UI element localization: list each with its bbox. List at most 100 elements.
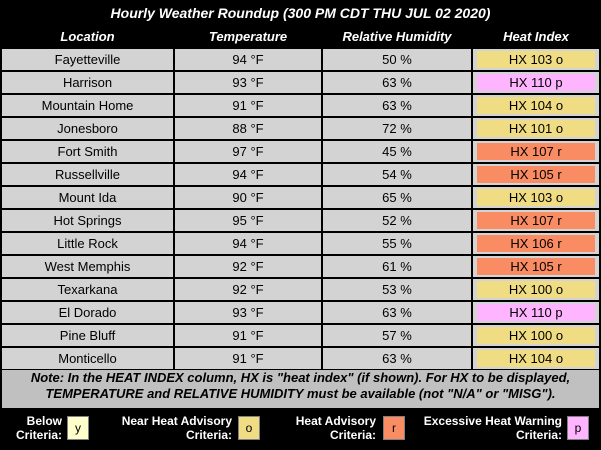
table-row: Pine Bluff 91 °F 57 % HX 100 o [0, 325, 601, 346]
temperature-cell: 88 °F [175, 118, 321, 139]
temperature-cell: 93 °F [175, 72, 321, 93]
temperature-cell: 94 °F [175, 164, 321, 185]
heat-index-value: HX 103 o [477, 189, 595, 206]
location-cell: Texarkana [2, 279, 173, 300]
temperature-cell: 90 °F [175, 187, 321, 208]
header-heat-index: Heat Index [503, 29, 569, 44]
heat-index-cell: HX 101 o [473, 118, 599, 139]
humidity-cell: 65 % [323, 187, 471, 208]
table-row: Hot Springs 95 °F 52 % HX 107 r [0, 210, 601, 231]
location-cell: Jonesboro [2, 118, 173, 139]
table-row: Fayetteville 94 °F 50 % HX 103 o [0, 49, 601, 70]
location-cell: Harrison [2, 72, 173, 93]
table-row: Russellville 94 °F 54 % HX 105 r [0, 164, 601, 185]
heat-index-value: HX 105 r [477, 258, 595, 275]
temperature-cell: 94 °F [175, 233, 321, 254]
humidity-cell: 50 % [323, 49, 471, 70]
heat-index-cell: HX 100 o [473, 279, 599, 300]
heat-index-cell: HX 110 p [473, 302, 599, 323]
temperature-cell: 92 °F [175, 256, 321, 277]
humidity-cell: 72 % [323, 118, 471, 139]
header-temperature: Temperature [208, 29, 288, 44]
legend-below-swatch: y [67, 416, 89, 440]
heat-index-value: HX 100 o [477, 281, 595, 298]
heat-index-note: Note: In the HEAT INDEX column, HX is "h… [2, 370, 599, 408]
humidity-cell: 45 % [323, 141, 471, 162]
legend-near-advisory-swatch: o [238, 416, 260, 440]
table-row: Mount Ida 90 °F 65 % HX 103 o [0, 187, 601, 208]
location-cell: Pine Bluff [2, 325, 173, 346]
humidity-cell: 55 % [323, 233, 471, 254]
heat-index-cell: HX 103 o [473, 49, 599, 70]
legend-excessive-warning-label: Excessive Heat Warning Criteria: [423, 414, 562, 442]
note-line-1: Note: In the HEAT INDEX column, HX is "h… [30, 370, 571, 385]
heat-index-value: HX 110 p [477, 304, 595, 321]
humidity-cell: 63 % [323, 95, 471, 116]
location-cell: Fayetteville [2, 49, 173, 70]
location-cell: Mountain Home [2, 95, 173, 116]
note-line-2: TEMPERATURE and RELATIVE HUMIDITY must b… [45, 386, 556, 401]
heat-index-value: HX 110 p [477, 74, 595, 91]
table-row: Fort Smith 97 °F 45 % HX 107 r [0, 141, 601, 162]
table-row: West Memphis 92 °F 61 % HX 105 r [0, 256, 601, 277]
table-row: Jonesboro 88 °F 72 % HX 101 o [0, 118, 601, 139]
humidity-cell: 63 % [323, 302, 471, 323]
heat-index-value: HX 101 o [477, 120, 595, 137]
table-row: Mountain Home 91 °F 63 % HX 104 o [0, 95, 601, 116]
header-location: Location [60, 29, 115, 44]
heat-index-cell: HX 104 o [473, 348, 599, 369]
heat-index-cell: HX 107 r [473, 210, 599, 231]
heat-index-value: HX 107 r [477, 143, 595, 160]
humidity-cell: 57 % [323, 325, 471, 346]
temperature-cell: 91 °F [175, 95, 321, 116]
legend-near-advisory-label: Near Heat Advisory Criteria: [121, 414, 232, 442]
heat-index-value: HX 100 o [477, 327, 595, 344]
header-relative-humidity: Relative Humidity [342, 29, 452, 44]
location-cell: Mount Ida [2, 187, 173, 208]
heat-index-value: HX 104 o [477, 97, 595, 114]
temperature-cell: 91 °F [175, 325, 321, 346]
location-cell: Hot Springs [2, 210, 173, 231]
humidity-cell: 54 % [323, 164, 471, 185]
temperature-cell: 94 °F [175, 49, 321, 70]
table-row: Monticello 91 °F 63 % HX 104 o [0, 348, 601, 369]
heat-index-cell: HX 105 r [473, 164, 599, 185]
legend-advisory-label: Heat Advisory Criteria: [295, 414, 376, 442]
heat-index-value: HX 104 o [477, 350, 595, 367]
temperature-cell: 95 °F [175, 210, 321, 231]
temperature-cell: 97 °F [175, 141, 321, 162]
humidity-cell: 63 % [323, 348, 471, 369]
legend-excessive-warning-swatch: p [567, 416, 589, 440]
humidity-cell: 61 % [323, 256, 471, 277]
temperature-cell: 92 °F [175, 279, 321, 300]
heat-index-value: HX 103 o [477, 51, 595, 68]
table-row: Texarkana 92 °F 53 % HX 100 o [0, 279, 601, 300]
humidity-cell: 52 % [323, 210, 471, 231]
humidity-cell: 53 % [323, 279, 471, 300]
table-row: El Dorado 93 °F 63 % HX 110 p [0, 302, 601, 323]
table-title: Hourly Weather Roundup (300 PM CDT THU J… [110, 5, 491, 21]
temperature-cell: 93 °F [175, 302, 321, 323]
table-row: Harrison 93 °F 63 % HX 110 p [0, 72, 601, 93]
location-cell: El Dorado [2, 302, 173, 323]
legend-below-label: Below Criteria: [15, 414, 62, 442]
heat-index-cell: HX 103 o [473, 187, 599, 208]
table-row: Little Rock 94 °F 55 % HX 106 r [0, 233, 601, 254]
heat-index-cell: HX 104 o [473, 95, 599, 116]
heat-index-cell: HX 105 r [473, 256, 599, 277]
location-cell: Little Rock [2, 233, 173, 254]
location-cell: West Memphis [2, 256, 173, 277]
heat-index-value: HX 105 r [477, 166, 595, 183]
heat-index-cell: HX 100 o [473, 325, 599, 346]
humidity-cell: 63 % [323, 72, 471, 93]
heat-index-cell: HX 106 r [473, 233, 599, 254]
location-cell: Monticello [2, 348, 173, 369]
heat-index-value: HX 107 r [477, 212, 595, 229]
legend-advisory-swatch: r [383, 416, 405, 440]
heat-index-cell: HX 107 r [473, 141, 599, 162]
heat-index-value: HX 106 r [477, 235, 595, 252]
location-cell: Russellville [2, 164, 173, 185]
heat-index-cell: HX 110 p [473, 72, 599, 93]
location-cell: Fort Smith [2, 141, 173, 162]
